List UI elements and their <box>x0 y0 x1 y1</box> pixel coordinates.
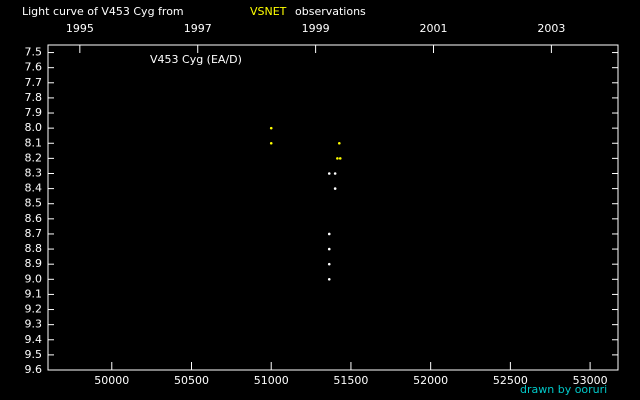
y-tick-label: 7.9 <box>25 106 43 119</box>
x2-tick-label: 1995 <box>66 22 94 35</box>
y-tick-label: 8.9 <box>25 257 43 270</box>
y-tick-label: 8.7 <box>25 227 43 240</box>
y-tick-label: 8.5 <box>25 197 43 210</box>
data-point <box>338 157 342 160</box>
x2-tick-label: 2003 <box>537 22 565 35</box>
x2-tick-label: 1997 <box>184 22 212 35</box>
x-tick-label: 52500 <box>493 374 528 387</box>
y-tick-label: 9.6 <box>25 363 43 376</box>
annotation: V453 Cyg (EA/D) <box>150 53 242 66</box>
chart-title-highlight: VSNET <box>250 5 287 18</box>
data-point <box>333 187 337 190</box>
x-tick-label: 50000 <box>94 374 129 387</box>
chart-title-suffix: observations <box>295 5 366 18</box>
data-point <box>327 278 331 281</box>
y-tick-label: 8.4 <box>25 182 43 195</box>
y-tick-label: 9.1 <box>25 287 43 300</box>
data-point <box>269 126 273 130</box>
y-tick-label: 7.8 <box>25 91 43 104</box>
x2-tick-label: 1999 <box>302 22 330 35</box>
data-point <box>269 141 273 145</box>
credit: drawn by ooruri <box>520 383 607 396</box>
x-tick-label: 50500 <box>174 374 209 387</box>
x-tick-label: 52000 <box>413 374 448 387</box>
y-tick-label: 9.3 <box>25 318 43 331</box>
y-tick-label: 9.2 <box>25 303 43 316</box>
data-point <box>333 172 337 175</box>
x-tick-label: 51000 <box>254 374 289 387</box>
y-tick-label: 9.0 <box>25 272 43 285</box>
y-tick-label: 8.8 <box>25 242 43 255</box>
data-point <box>327 247 331 251</box>
y-tick-label: 8.2 <box>25 151 43 164</box>
x-tick-label: 51500 <box>333 374 368 387</box>
plot-frame <box>47 44 619 371</box>
data-point <box>327 172 331 175</box>
y-tick-label: 9.4 <box>25 333 43 346</box>
chart-title: Light curve of V453 Cyg from <box>22 5 184 18</box>
y-tick-label: 7.6 <box>25 61 43 74</box>
x2-tick-label: 2001 <box>420 22 448 35</box>
data-point <box>327 232 331 236</box>
data-point <box>337 141 341 145</box>
x-tick-label: 53000 <box>573 374 608 387</box>
y-tick-label: 8.3 <box>25 166 43 179</box>
y-tick-label: 8.0 <box>25 121 43 134</box>
y-tick-label: 9.5 <box>25 348 43 361</box>
y-tick-label: 7.7 <box>25 76 43 89</box>
data-point <box>327 262 331 266</box>
y-tick-label: 8.1 <box>25 136 43 149</box>
y-tick-label: 8.6 <box>25 212 43 225</box>
data-point <box>336 157 339 160</box>
y-tick-label: 7.5 <box>25 46 43 59</box>
